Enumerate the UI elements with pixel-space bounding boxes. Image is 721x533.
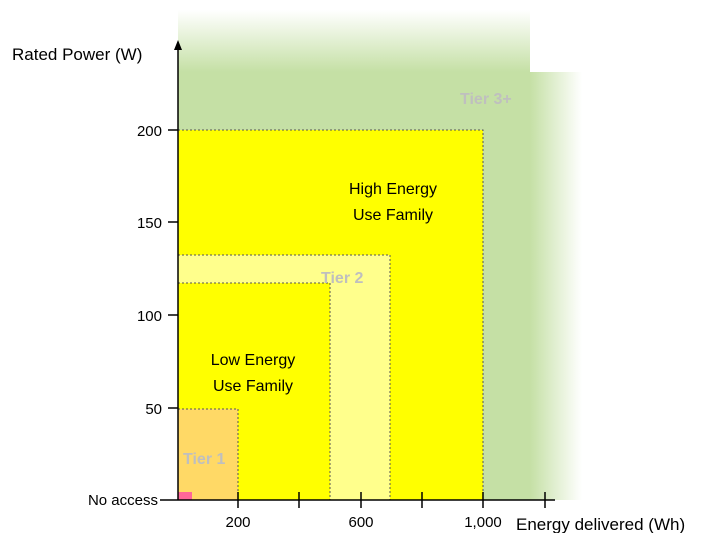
high-energy-label-line1: High Energy xyxy=(349,181,437,198)
no-access-label: No access xyxy=(88,492,158,509)
x-tick-label: 200 xyxy=(225,514,250,531)
y-tick-label: 50 xyxy=(145,401,162,418)
low-energy-label-line1: Low Energy xyxy=(211,352,296,369)
x-tick-label: 1,000 xyxy=(464,514,502,531)
x-tick-marks xyxy=(237,492,546,508)
tier1-region xyxy=(177,408,239,501)
tier1-label: Tier 1 xyxy=(183,451,226,468)
low-energy-label-line2: Use Family xyxy=(213,378,293,395)
y-tick-label: 100 xyxy=(137,308,162,325)
y-tick-label: 150 xyxy=(137,215,162,232)
high-energy-label-line2: Use Family xyxy=(353,207,433,224)
y-axis xyxy=(174,40,182,500)
y-axis-label: Rated Power (W) xyxy=(12,45,142,64)
no-access-marker xyxy=(178,492,192,500)
x-tick-label: 600 xyxy=(348,514,373,531)
x-axis-label: Energy delivered (Wh) xyxy=(516,515,685,533)
tier3-label: Tier 3+ xyxy=(460,91,512,108)
tier2-label: Tier 2 xyxy=(321,270,364,287)
y-tick-label: 200 xyxy=(137,123,162,140)
y-tick-marks xyxy=(160,129,178,501)
